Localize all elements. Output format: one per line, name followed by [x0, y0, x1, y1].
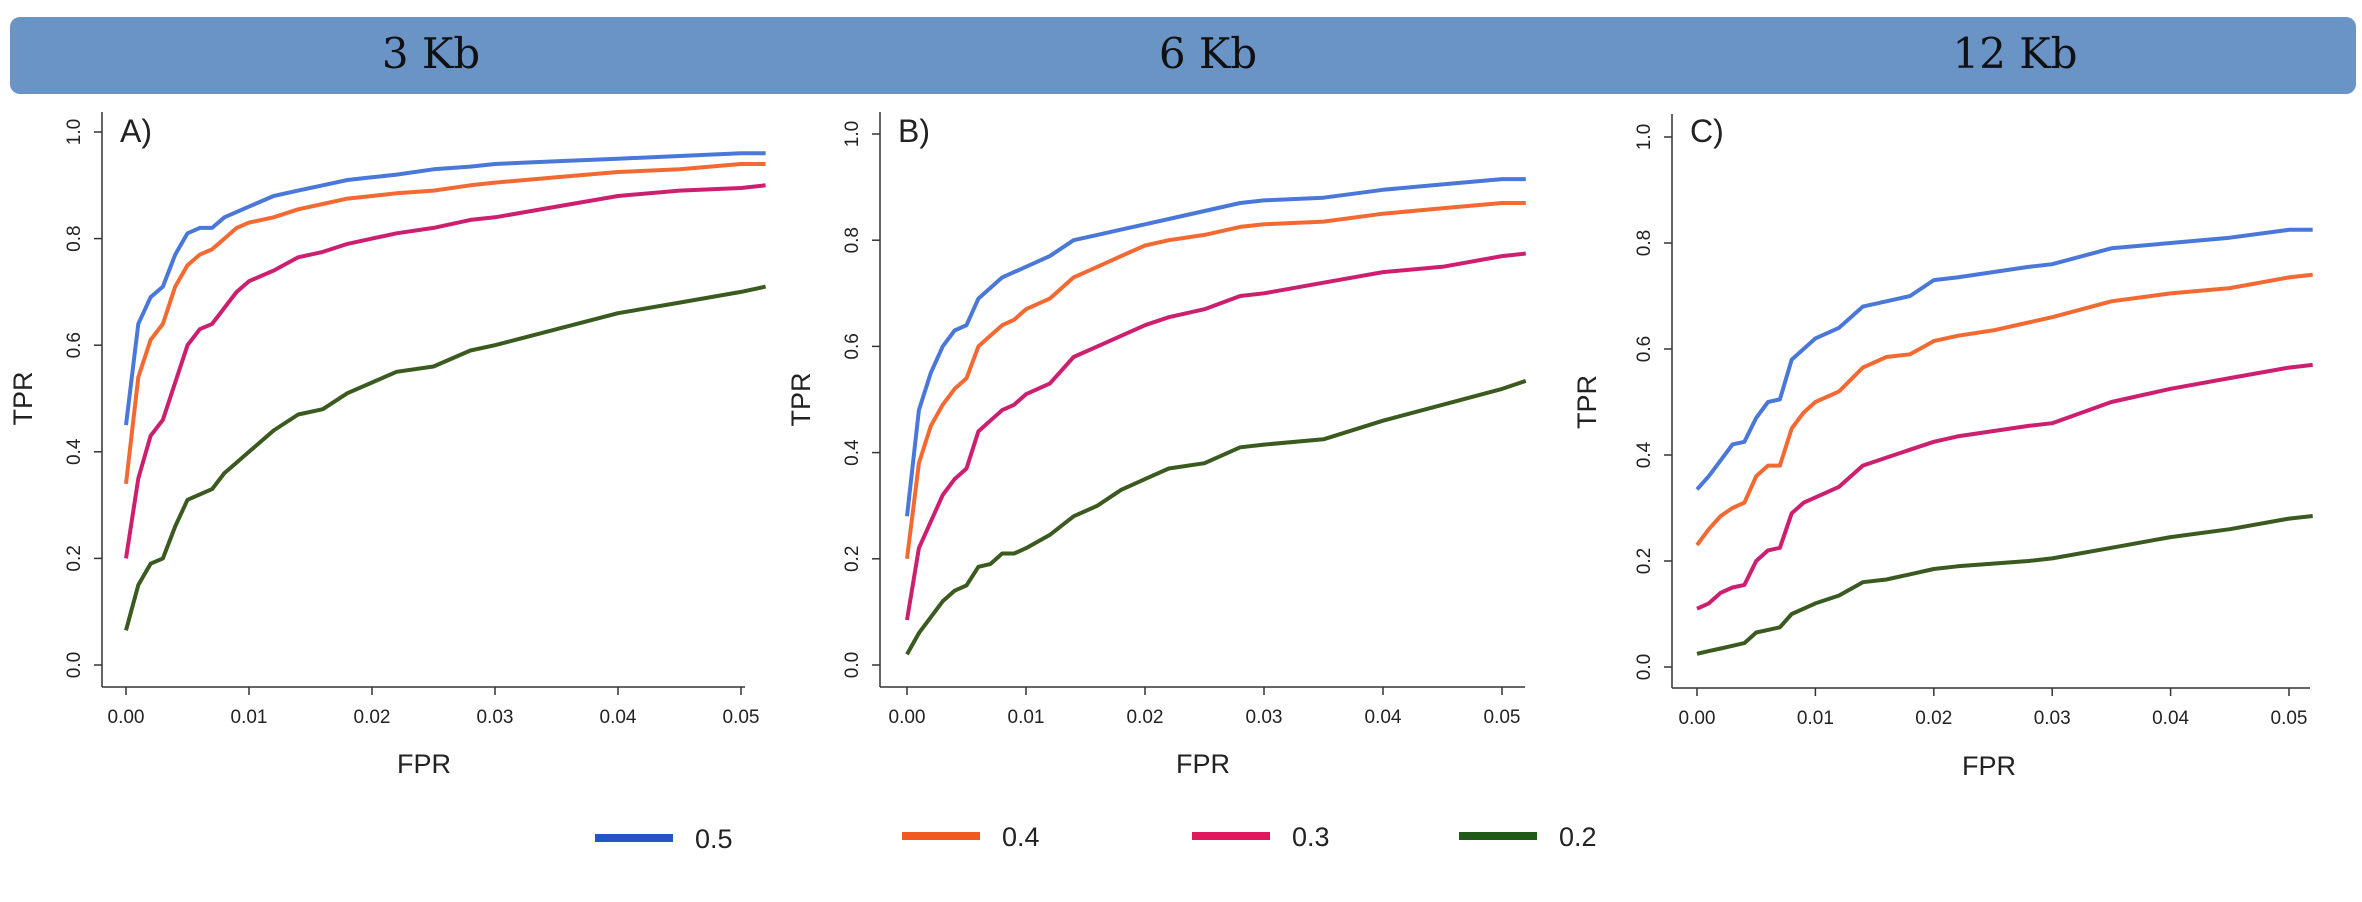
panel-header-banner: 3 Kb 6 Kb 12 Kb [10, 17, 2356, 94]
x-tick-label: 0.00 [889, 707, 926, 728]
panel-label: A) [120, 113, 152, 149]
y-tick-label: 0.8 [64, 225, 85, 251]
series-line [905, 251, 1527, 621]
header-6kb: 6 Kb [1158, 29, 1258, 78]
series-line [1695, 272, 2313, 547]
legend-label: 0.5 [695, 824, 733, 854]
x-tick-label: 0.00 [108, 707, 145, 728]
x-tick-label: 0.02 [1127, 707, 1164, 728]
x-axis-label: FPR [397, 749, 451, 779]
y-tick-label: 1.0 [1634, 124, 1655, 150]
series-line [124, 162, 766, 485]
x-tick-label: 0.01 [1008, 707, 1045, 728]
y-tick-label: 0.8 [1634, 230, 1655, 256]
header-12kb: 12 Kb [1952, 29, 2078, 78]
y-axis-label: TPR [8, 372, 38, 426]
panel-label: B) [898, 113, 930, 149]
y-tick-label: 1.0 [64, 119, 85, 145]
series-line [124, 284, 767, 631]
x-axis-label: FPR [1176, 749, 1230, 779]
y-tick-label: 0.6 [842, 333, 863, 359]
series-line [905, 177, 1526, 517]
series-line [1695, 227, 2313, 491]
header-3kb: 3 Kb [381, 29, 481, 78]
x-tick-label: 0.05 [2271, 708, 2308, 729]
y-tick-label: 0.2 [1634, 548, 1655, 574]
y-tick-label: 0.4 [1634, 441, 1655, 468]
legend-label: 0.3 [1292, 822, 1330, 852]
series-line [1696, 362, 2313, 611]
legend-label: 0.2 [1559, 822, 1597, 852]
x-tick-label: 0.00 [1679, 708, 1716, 729]
y-tick-label: 1.0 [842, 121, 863, 147]
x-tick-label: 0.02 [354, 707, 391, 728]
x-tick-label: 0.05 [723, 707, 760, 728]
series-line [1696, 514, 2313, 656]
series-line [905, 201, 1526, 560]
y-tick-label: 0.8 [842, 227, 863, 253]
y-tick-label: 0.4 [842, 439, 863, 466]
y-tick-label: 0.4 [64, 438, 85, 465]
x-axis-label: FPR [1962, 751, 2016, 781]
y-axis-label: TPR [1572, 375, 1602, 429]
panel-label: C) [1690, 113, 1724, 149]
x-tick-label: 0.04 [600, 707, 637, 728]
series-line [124, 183, 766, 559]
x-tick-label: 0.04 [2152, 708, 2189, 729]
x-tick-label: 0.04 [1365, 707, 1402, 728]
y-tick-label: 0.0 [1634, 654, 1655, 680]
y-tick-label: 0.2 [842, 546, 863, 572]
x-tick-label: 0.03 [477, 707, 514, 728]
series-line [124, 151, 766, 426]
x-tick-label: 0.03 [2034, 708, 2071, 729]
y-tick-label: 0.6 [64, 332, 85, 358]
x-tick-label: 0.05 [1484, 707, 1521, 728]
x-tick-label: 0.03 [1246, 707, 1283, 728]
series-line [905, 379, 1527, 656]
x-tick-label: 0.01 [1797, 708, 1834, 729]
y-tick-label: 0.6 [1634, 336, 1655, 362]
x-tick-label: 0.01 [231, 707, 268, 728]
x-tick-label: 0.02 [1915, 708, 1952, 729]
y-tick-label: 0.0 [842, 652, 863, 678]
y-tick-label: 0.2 [64, 545, 85, 571]
y-tick-label: 0.0 [64, 652, 85, 678]
legend-label: 0.4 [1002, 822, 1040, 852]
y-axis-label: TPR [786, 373, 816, 427]
